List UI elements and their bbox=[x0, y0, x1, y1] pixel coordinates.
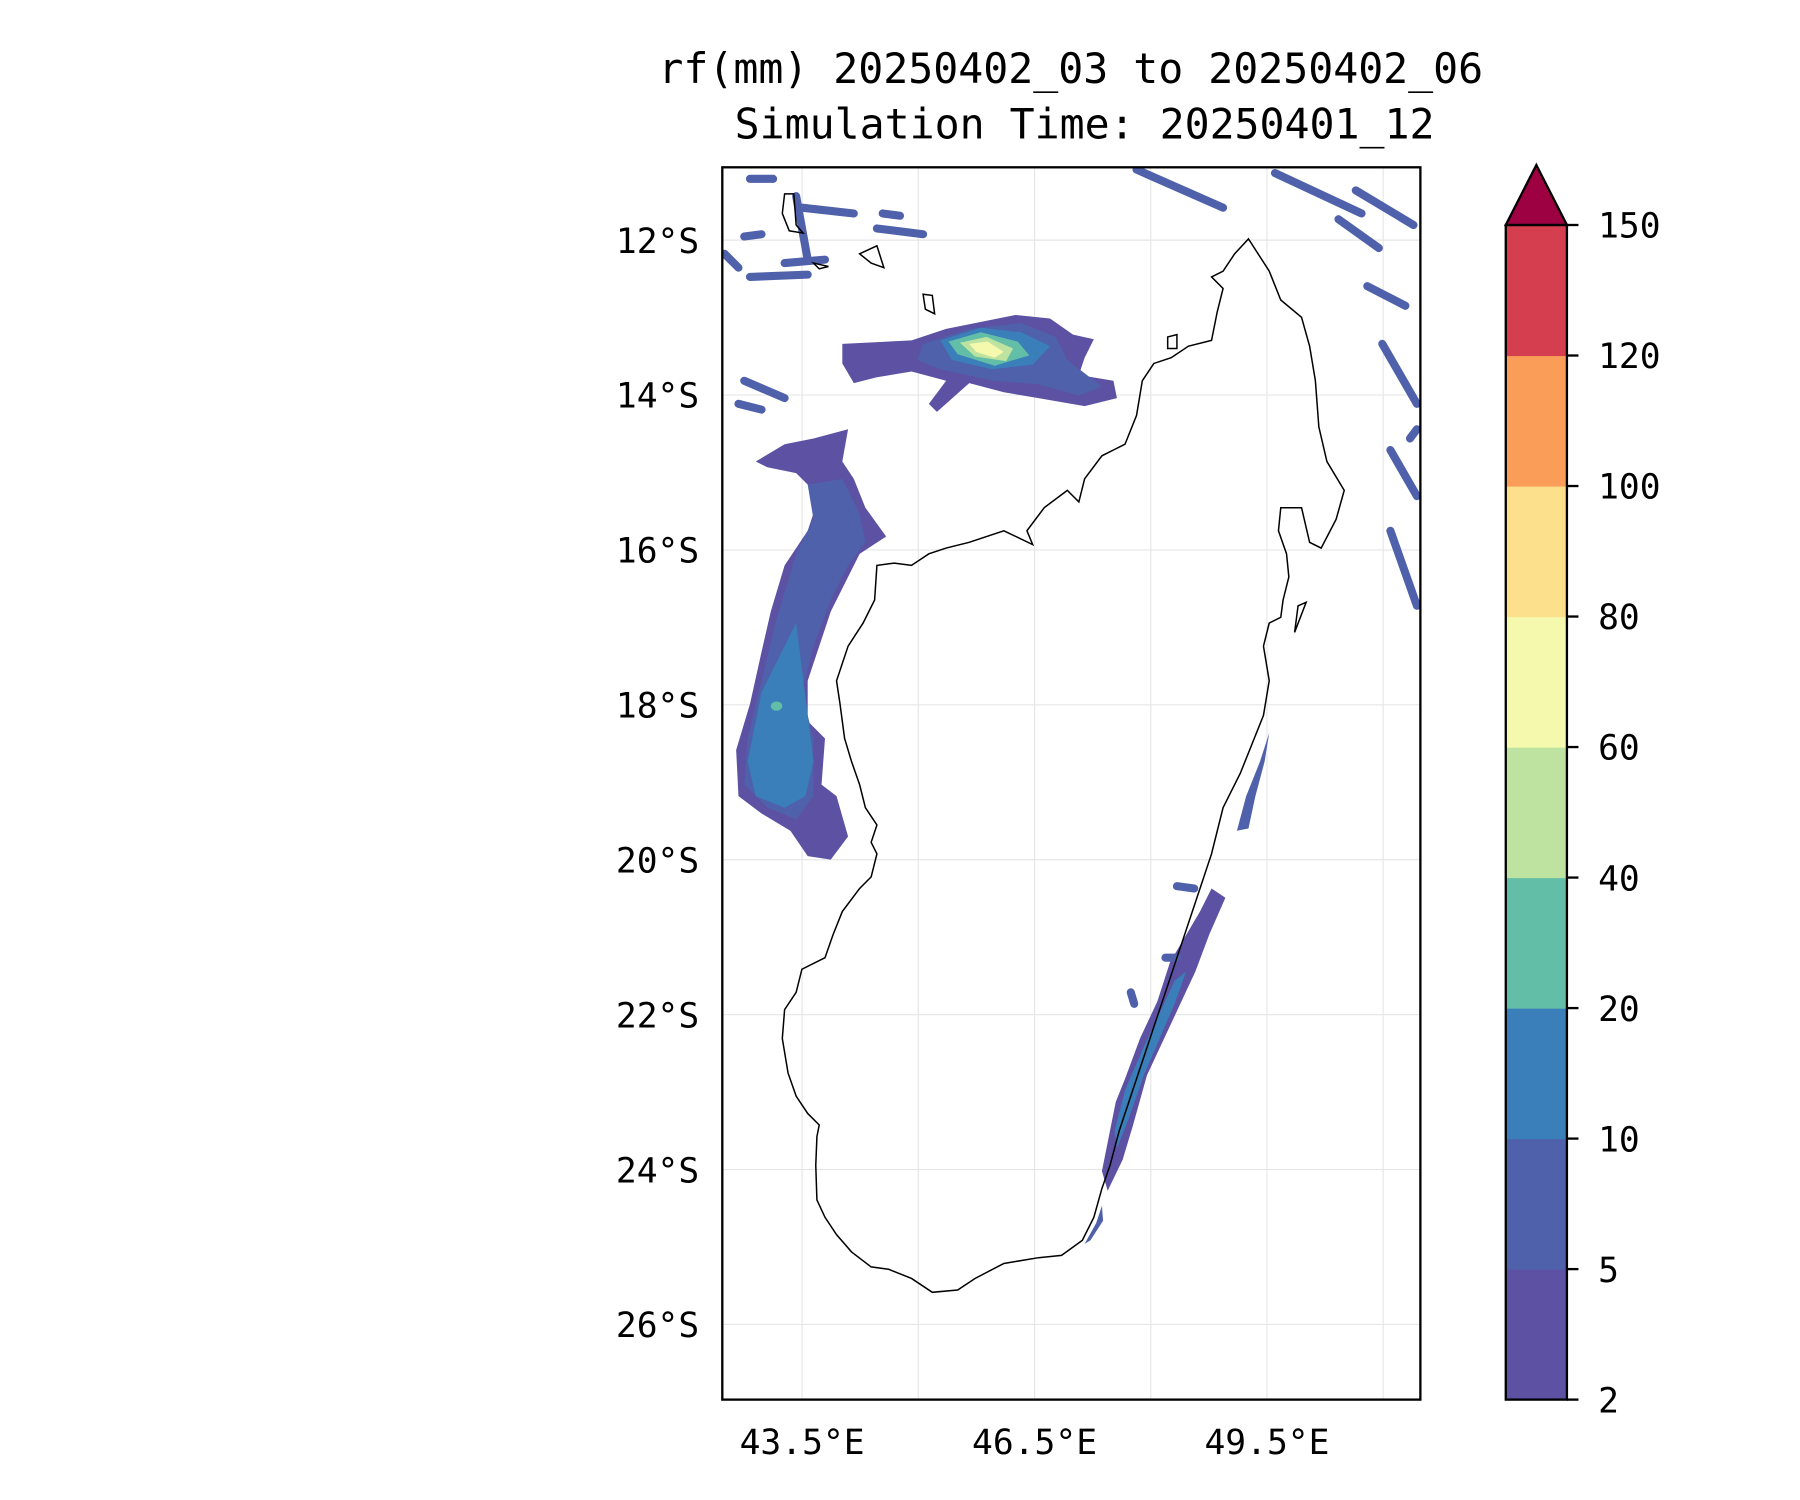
colorbar-segment bbox=[1505, 1138, 1567, 1270]
rain-region-east-10-20 bbox=[1114, 971, 1187, 1149]
colorbar-tick-label: 2 bbox=[1598, 1381, 1619, 1421]
colorbar-segment bbox=[1505, 355, 1567, 487]
y-tick-label: 14°S bbox=[616, 377, 699, 417]
title-line-2: Simulation Time: 20250401_12 bbox=[735, 99, 1435, 148]
island-coastline bbox=[781, 193, 805, 235]
colorbar-tick-label: 20 bbox=[1598, 990, 1640, 1030]
x-tick-label: 49.5°E bbox=[1204, 1423, 1329, 1463]
island-coastline bbox=[811, 261, 829, 270]
y-tick-label: 20°S bbox=[616, 841, 699, 881]
rain-region-north-60-80 bbox=[969, 341, 1004, 358]
title-line-1: rf(mm) 20250402_03 to 20250402_06 bbox=[658, 44, 1483, 93]
x-tick-label: 46.5°E bbox=[972, 1423, 1097, 1463]
colorbar-tick-label: 60 bbox=[1598, 729, 1640, 769]
colorbar-segment bbox=[1505, 877, 1567, 1009]
rain-region-east-north bbox=[1236, 732, 1270, 831]
gridlines bbox=[722, 167, 1421, 1400]
y-tick-label: 26°S bbox=[616, 1306, 699, 1346]
rain-region-west-10-20 bbox=[747, 623, 814, 808]
colorbar-tick-label: 10 bbox=[1598, 1120, 1640, 1160]
colorbar: 2 5 10 20 40 60 80 100 120 150 bbox=[1503, 162, 1661, 1421]
colorbar-segment bbox=[1505, 1008, 1567, 1140]
map-frame bbox=[721, 166, 1422, 1401]
colorbar-tick-label: 120 bbox=[1598, 337, 1661, 377]
colorbar-segment bbox=[1505, 1269, 1567, 1401]
y-tick-label: 16°S bbox=[616, 532, 699, 572]
coastlines bbox=[781, 193, 1346, 1294]
colorbar-segment bbox=[1505, 486, 1567, 618]
rain-region-east-2-5 bbox=[1101, 888, 1226, 1191]
x-tick-label: 43.5°E bbox=[740, 1423, 865, 1463]
colorbar-segment bbox=[1505, 616, 1567, 748]
colorbar-tick-label: 40 bbox=[1598, 859, 1640, 899]
y-tick-label: 22°S bbox=[616, 996, 699, 1036]
colorbar-segment bbox=[1505, 225, 1567, 357]
colorbar-segment bbox=[1505, 747, 1567, 879]
island-coastline bbox=[858, 244, 886, 269]
rain-streaks bbox=[722, 167, 1421, 1008]
y-tick-label: 24°S bbox=[616, 1151, 699, 1191]
colorbar-tick-label: 100 bbox=[1598, 468, 1661, 508]
y-tick-label: 12°S bbox=[616, 222, 699, 262]
colorbar-tick-label: 150 bbox=[1598, 207, 1661, 247]
colorbar-frame bbox=[1504, 223, 1569, 1401]
colorbar-tick-label: 5 bbox=[1598, 1251, 1619, 1291]
madagascar-coastline bbox=[781, 237, 1346, 1294]
rain-region-east-south bbox=[1084, 1205, 1104, 1244]
rainfall-contours bbox=[722, 167, 1421, 1244]
island-coastline bbox=[1166, 333, 1178, 350]
y-tick-label: 18°S bbox=[616, 687, 699, 727]
rain-region-west-20-40 bbox=[770, 701, 783, 711]
axis-tick-labels: 12°S 14°S 16°S 18°S 20°S 22°S 24°S 26°S 43.5°E 46… bbox=[616, 222, 1330, 1463]
island-coastline bbox=[1293, 600, 1308, 633]
island-coastline bbox=[922, 293, 936, 316]
colorbar-tick-label: 80 bbox=[1598, 598, 1640, 638]
colorbar-extend-arrow bbox=[1503, 162, 1569, 227]
